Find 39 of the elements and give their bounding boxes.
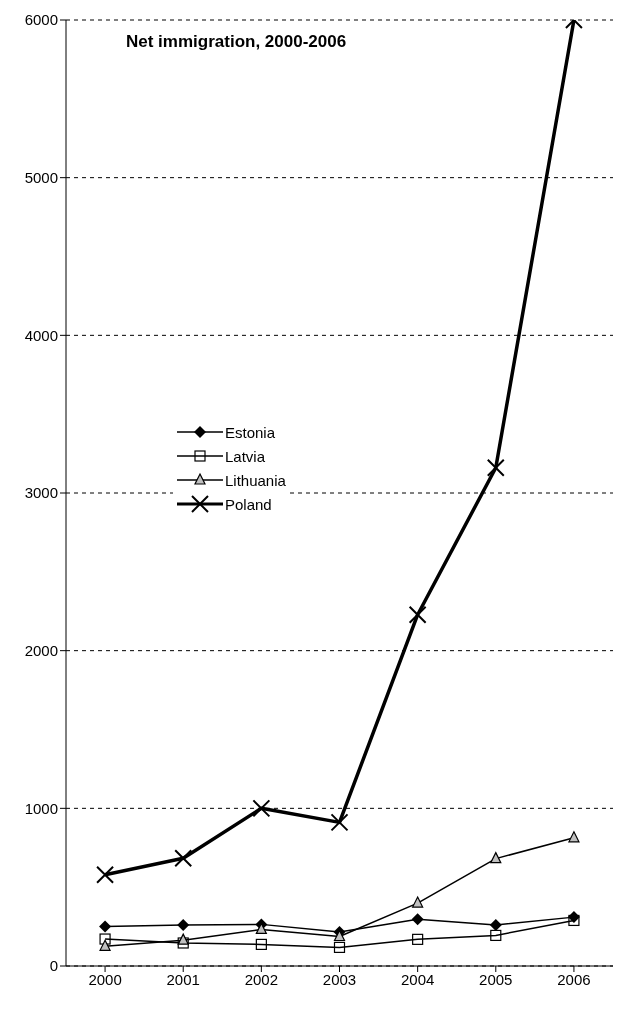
x-tick-label: 2000 [88,970,122,988]
y-tick-label: 0 [49,957,58,975]
legend-label: Poland [225,495,272,513]
point [96,865,115,884]
point [177,937,189,949]
point [490,852,502,864]
x-tick-label: 2005 [479,970,513,988]
x-tick-label: 2004 [400,970,435,988]
y-tick-label: 4000 [24,326,58,344]
point [411,913,424,926]
legend-label: Estonia [225,423,276,441]
y-tick-label: 2000 [24,641,58,659]
y-tick-label: 6000 [24,11,58,29]
x-tick-label: 2001 [166,970,200,988]
point [99,933,111,945]
x-tick-label: 2006 [557,970,591,988]
y-tick-label: 1000 [24,799,58,817]
point [330,813,349,832]
legend-label: Lithuania [225,471,286,489]
point [174,849,193,868]
point [333,941,346,953]
point [412,933,424,945]
point [177,919,190,932]
legend-label: Latvia [225,447,266,465]
point [412,896,424,908]
point [408,605,427,624]
x-tick-label: 2003 [322,970,357,988]
point [568,831,580,843]
text: Net immigration, 2000-2006 [126,32,347,52]
point [99,939,111,951]
y-tick-label: 3000 [24,484,58,502]
point [490,929,502,942]
y-tick-label: 5000 [24,168,58,186]
x-tick-label: 2002 [244,970,279,988]
point [99,920,112,933]
point [486,458,505,477]
point [255,938,267,950]
point [177,933,189,945]
point [252,799,271,818]
